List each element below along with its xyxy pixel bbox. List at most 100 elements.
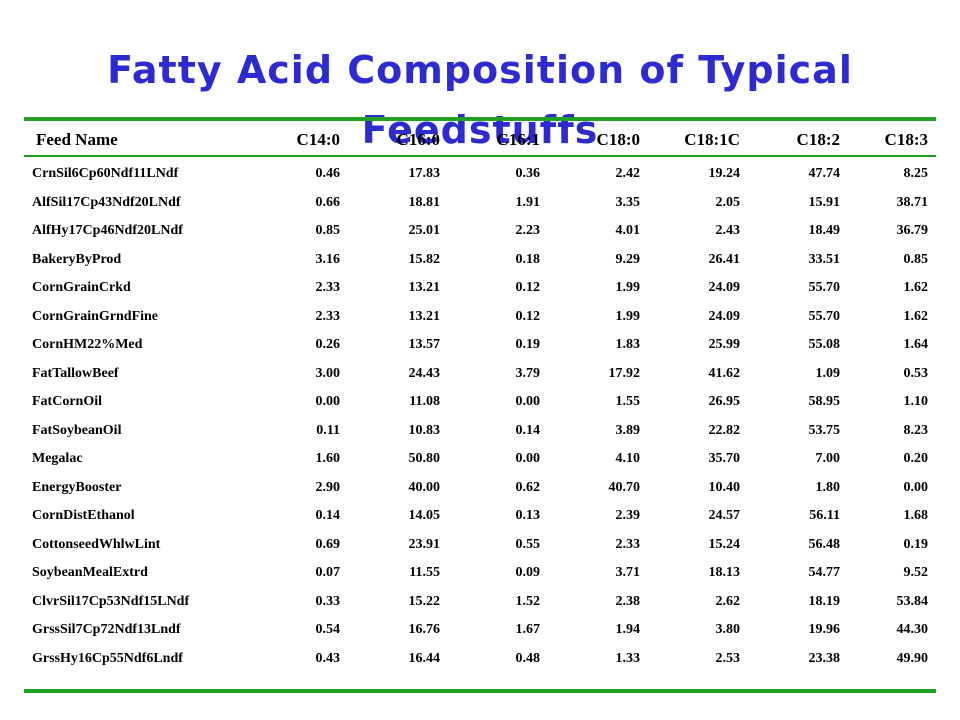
value-cell: 0.43: [315, 650, 341, 666]
value-cell: 0.13: [515, 508, 541, 524]
value-cell: 0.48: [515, 650, 541, 666]
value-cell: 0.14: [315, 508, 341, 524]
table-row: FatSoybeanOil 0.11 10.83 0.14 3.89 22.82 53.75…: [24, 417, 940, 446]
table-row: AlfHy17Cp46Ndf20LNdf 0.85 25.01 2.23 4.01 2.4…: [24, 217, 940, 246]
value-cell: 33.51: [808, 251, 841, 267]
table-row: FatTallowBeef 3.00 24.43 3.79 17.92 41.62 1.09…: [24, 360, 940, 389]
value-cell: 0.36: [515, 166, 541, 182]
value-cell: 22.82: [708, 422, 741, 438]
feed-name-cell: Megalac: [32, 451, 83, 467]
value-cell: 1.91: [515, 194, 541, 210]
feed-name-cell: CrnSil6Cp60Ndf11LNdf: [32, 166, 179, 182]
value-cell: 3.71: [615, 565, 641, 581]
feed-name-cell: CornDistEthanol: [32, 508, 135, 524]
slide-title: Fatty Acid Composition of Typical Feedst…: [107, 48, 853, 152]
value-cell: 40.70: [608, 479, 641, 495]
column-header: Feed Name: [36, 129, 118, 149]
value-cell: 58.95: [808, 394, 841, 410]
feed-name-cell: GrssHy16Cp55Ndf6Lndf: [32, 650, 183, 666]
value-cell: 15.24: [708, 536, 741, 552]
value-cell: 4.01: [615, 223, 641, 239]
feed-name-cell: EnergyBooster: [32, 479, 122, 495]
value-cell: 1.99: [615, 280, 641, 296]
feed-name-cell: ClvrSil17Cp53Ndf15LNdf: [32, 593, 190, 609]
value-cell: 0.46: [315, 166, 341, 182]
value-cell: 2.33: [615, 536, 641, 552]
value-cell: 18.81: [408, 194, 441, 210]
value-cell: 40.00: [408, 479, 441, 495]
value-cell: 2.42: [615, 166, 641, 182]
value-cell: 53.84: [896, 593, 929, 609]
value-cell: 1.99: [615, 308, 641, 324]
value-cell: 3.16: [315, 251, 341, 267]
value-cell: 35.70: [708, 451, 741, 467]
table-row: CornGrainGrndFine 2.33 13.21 0.12 1.99 24.09 5…: [24, 303, 940, 332]
value-cell: 9.52: [903, 565, 929, 581]
value-cell: 14.05: [408, 508, 441, 524]
value-cell: 55.70: [808, 308, 841, 324]
table-row: CornHM22%Med 0.26 13.57 0.19 1.83 25.99 55.08 1…: [24, 331, 940, 360]
value-cell: 0.14: [515, 422, 541, 438]
column-header: C18:2: [796, 129, 840, 149]
value-cell: 1.10: [903, 394, 929, 410]
value-cell: 1.52: [515, 593, 541, 609]
value-cell: 0.00: [515, 394, 541, 410]
value-cell: 0.33: [315, 593, 341, 609]
value-cell: 0.00: [515, 451, 541, 467]
value-cell: 0.19: [515, 337, 541, 353]
value-cell: 8.23: [903, 422, 929, 438]
value-cell: 18.19: [808, 593, 841, 609]
table-row: EnergyBooster 2.90 40.00 0.62 40.70 10.40 1.80…: [24, 474, 940, 503]
value-cell: 10.83: [408, 422, 441, 438]
value-cell: 56.48: [808, 536, 841, 552]
column-header: C14:0: [296, 129, 340, 149]
feed-name-cell: SoybeanMealExtrd: [32, 565, 148, 581]
value-cell: 25.99: [708, 337, 741, 353]
value-cell: 2.38: [615, 593, 641, 609]
value-cell: 0.85: [315, 223, 341, 239]
value-cell: 24.09: [708, 280, 741, 296]
feed-name-cell: CornHM22%Med: [32, 337, 143, 353]
value-cell: 19.24: [708, 166, 741, 182]
feed-name-cell: BakeryByProd: [32, 251, 122, 267]
value-cell: 13.21: [408, 280, 441, 296]
value-cell: 1.83: [615, 337, 641, 353]
value-cell: 1.55: [615, 394, 641, 410]
value-cell: 55.08: [808, 337, 841, 353]
value-cell: 23.91: [408, 536, 441, 552]
value-cell: 0.00: [903, 479, 929, 495]
value-cell: 16.44: [408, 650, 441, 666]
value-cell: 8.25: [903, 166, 929, 182]
value-cell: 18.13: [708, 565, 741, 581]
value-cell: 26.95: [708, 394, 741, 410]
value-cell: 0.19: [903, 536, 929, 552]
fatty-acid-table: Feed Name C14:0 C16:0 C16:1 C18:0 C18:1C…: [24, 123, 940, 673]
value-cell: 7.00: [815, 451, 841, 467]
value-cell: 18.49: [808, 223, 841, 239]
value-cell: 2.43: [715, 223, 741, 239]
feed-name-cell: FatTallowBeef: [32, 365, 119, 381]
value-cell: 2.62: [715, 593, 741, 609]
feed-name-cell: AlfSil17Cp43Ndf20LNdf: [32, 194, 181, 210]
feed-name-cell: FatSoybeanOil: [32, 422, 122, 438]
value-cell: 3.89: [615, 422, 641, 438]
value-cell: 15.82: [408, 251, 441, 267]
value-cell: 2.23: [515, 223, 541, 239]
column-header: C18:3: [884, 129, 928, 149]
top-rule: [24, 117, 936, 121]
value-cell: 0.18: [515, 251, 541, 267]
feed-name-cell: CornGrainCrkd: [32, 280, 131, 296]
table-row: Megalac 1.60 50.80 0.00 4.10 35.70 7.00 0.20: [24, 445, 940, 474]
value-cell: 53.75: [808, 422, 841, 438]
value-cell: 10.40: [708, 479, 741, 495]
value-cell: 0.09: [515, 565, 541, 581]
value-cell: 19.96: [808, 622, 841, 638]
value-cell: 0.11: [316, 422, 340, 438]
feed-name-cell: AlfHy17Cp46Ndf20LNdf: [32, 223, 183, 239]
bottom-rule: [24, 689, 936, 693]
table-row: CornDistEthanol 0.14 14.05 0.13 2.39 24.57 56.…: [24, 502, 940, 531]
value-cell: 2.90: [315, 479, 341, 495]
value-cell: 17.83: [408, 166, 441, 182]
value-cell: 26.41: [708, 251, 741, 267]
table-row: GrssSil7Cp72Ndf13Lndf 0.54 16.76 1.67 1.94 3.…: [24, 616, 940, 645]
